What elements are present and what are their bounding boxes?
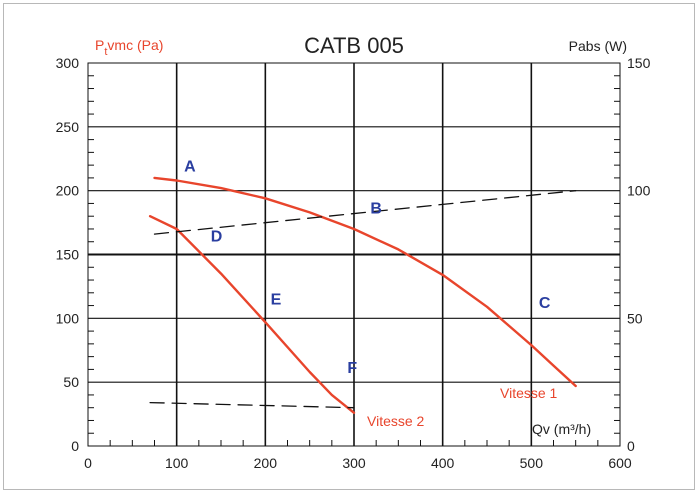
x-tick-label: 100 (165, 455, 189, 471)
y-right-tick-label: 0 (627, 438, 635, 454)
y-left-tick-label: 0 (71, 438, 79, 454)
point-label: A (184, 159, 196, 176)
grid (87, 62, 621, 447)
x-tick-label: 200 (254, 455, 278, 471)
y-left-label-main: P (95, 37, 104, 53)
y-left-tick-label: 50 (63, 374, 79, 390)
y-right-tick-label: 100 (627, 183, 651, 199)
x-tick-label: 600 (608, 455, 632, 471)
point-label: D (211, 229, 223, 246)
y-right-axis-label: Pabs (W) (569, 38, 627, 54)
series-group (148, 176, 577, 414)
x-tick-label: 0 (84, 455, 92, 471)
series-label: Vitesse 1 (500, 385, 558, 401)
point-label: E (271, 291, 282, 308)
series-label: Vitesse 2 (367, 413, 425, 429)
point-label: B (370, 201, 382, 218)
y-left-label-sub: t (104, 46, 107, 58)
curve-labels: Vitesse 1 Vitesse 2 A B C D E F (184, 159, 557, 429)
x-tick-label: 300 (342, 455, 366, 471)
y-left-tick-label: 100 (56, 310, 80, 326)
x-tick-label: 400 (431, 455, 455, 471)
minor-ticks (88, 75, 620, 446)
point-label: C (539, 295, 551, 312)
y-left-tick-label: 300 (56, 55, 80, 71)
vitesse-2-curve-1 (148, 215, 356, 414)
y-right-tick-label: 50 (627, 310, 643, 326)
y-left-tick-label: 200 (56, 183, 80, 199)
vitesse-1-curve-0 (153, 176, 577, 388)
x-tick-label: 500 (520, 455, 544, 471)
y-right-tick-label: 150 (627, 55, 651, 71)
y-left-tick-label: 250 (56, 119, 80, 135)
chart-title: CATB 005 (304, 33, 404, 58)
tick-labels: 0 100 200 300 400 500 600050100150200250300050… (56, 55, 651, 471)
point-label: F (347, 360, 357, 377)
power-curve-2 (153, 190, 577, 235)
y-left-axis-label: Ptvmc (Pa) (95, 37, 163, 58)
power-curve-3 (149, 401, 355, 409)
x-axis-label: Qv (m³/h) (532, 421, 591, 437)
y-left-tick-label: 150 (56, 247, 80, 263)
y-left-label-rest: vmc (Pa) (107, 37, 163, 53)
